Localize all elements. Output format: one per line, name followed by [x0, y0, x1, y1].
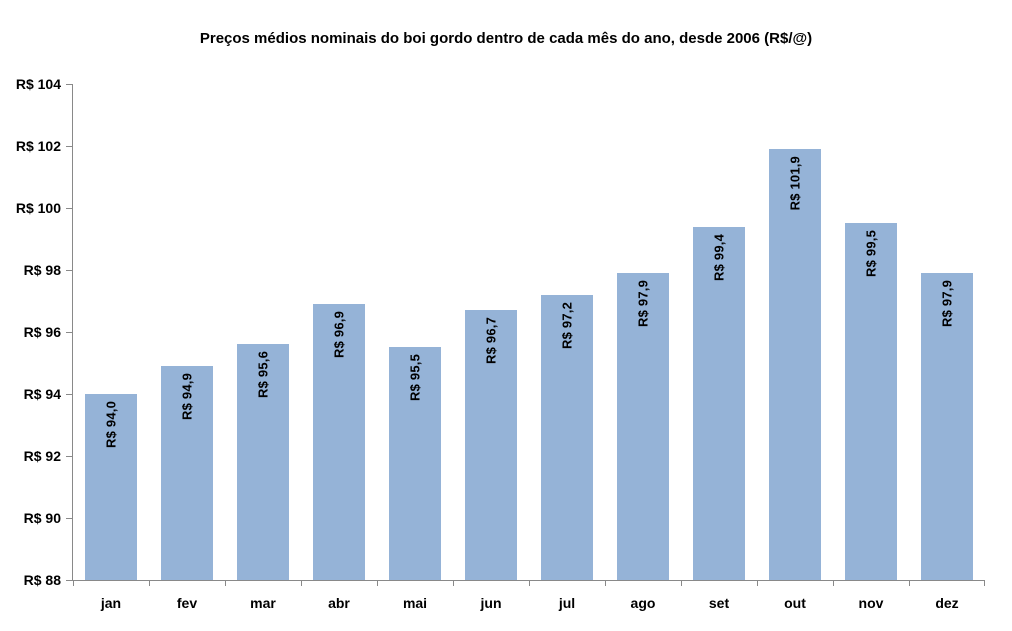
x-axis-label: dez: [935, 595, 959, 611]
x-axis-label: set: [708, 595, 730, 611]
y-axis-tick: [66, 518, 72, 519]
bar: R$ 96,7: [465, 310, 517, 580]
x-axis-label: abr: [328, 595, 350, 611]
y-axis-tick: [66, 394, 72, 395]
chart-title: Preços médios nominais do boi gordo dent…: [199, 30, 813, 47]
bar-value-label: R$ 95,6: [255, 351, 271, 398]
bar: R$ 94,9: [161, 366, 213, 580]
bar: R$ 97,9: [617, 273, 669, 580]
bar-value-label: R$ 97,9: [635, 280, 651, 327]
x-axis-tick: [225, 581, 226, 586]
x-axis-label: mai: [402, 595, 428, 611]
x-axis-tick: [681, 581, 682, 586]
plot-area: R$ 88 R$ 90 R$ 92 R$ 94 R$ 96 R$ 98 R$ 100 R$ 1…: [16, 76, 985, 611]
y-axis-tick: [66, 146, 72, 147]
x-axis-tick: [529, 581, 530, 586]
x-axis-label: nov: [858, 595, 884, 611]
x-axis-tick: [149, 581, 150, 586]
bar-value-label: R$ 94,9: [179, 373, 195, 420]
x-axis-label: ago: [630, 595, 656, 611]
bar: R$ 94,0: [85, 394, 137, 580]
bar: R$ 99,5: [845, 223, 897, 580]
x-axis-tick: [605, 581, 606, 586]
x-axis-label: mar: [250, 595, 276, 611]
bar: R$ 99,4: [693, 227, 745, 580]
bar-value-label: R$ 96,9: [331, 311, 347, 358]
y-axis-tick-label: R$ 94: [23, 386, 61, 402]
x-axis-tick: [984, 581, 985, 586]
x-axis-tick: [833, 581, 834, 586]
x-axis-tick: [377, 581, 378, 586]
bar-value-label: R$ 96,7: [483, 317, 499, 364]
x-axis-tick: [301, 581, 302, 586]
y-axis-tick-label: R$ 102: [15, 138, 61, 154]
y-axis-tick-label: R$ 100: [15, 200, 61, 216]
bar: R$ 95,5: [389, 347, 441, 580]
x-axis-label: out: [784, 595, 806, 611]
bar: R$ 101,9: [769, 149, 821, 580]
y-axis-tick: [66, 208, 72, 209]
y-axis-tick-label: R$ 98: [23, 262, 61, 278]
bar-value-label: R$ 94,0: [103, 401, 119, 448]
y-axis-tick-label: R$ 92: [23, 448, 61, 464]
x-axis-tick: [909, 581, 910, 586]
y-axis-tick: [66, 270, 72, 271]
bar-value-label: R$ 99,5: [863, 230, 879, 277]
bar-value-label: R$ 95,5: [407, 354, 423, 401]
bar-value-label: R$ 97,2: [559, 302, 575, 349]
x-axis-label: jun: [480, 595, 502, 611]
x-axis-tick: [73, 581, 74, 586]
y-axis-tick: [66, 332, 72, 333]
x-axis-label: fev: [176, 595, 198, 611]
bar-value-label: R$ 97,9: [939, 280, 955, 327]
bar: R$ 97,2: [541, 295, 593, 580]
y-axis-tick: [66, 456, 72, 457]
x-axis-label: jan: [100, 595, 122, 611]
x-axis-tick: [757, 581, 758, 586]
x-axis-label: jul: [558, 595, 576, 611]
y-axis-tick-label: R$ 88: [23, 572, 61, 588]
y-axis-tick: [66, 84, 72, 85]
bar-value-label: R$ 99,4: [711, 234, 727, 281]
y-axis-tick: [66, 580, 72, 581]
y-axis-tick-label: R$ 96: [23, 324, 61, 340]
bar: R$ 96,9: [313, 304, 365, 580]
bar-value-label: R$ 101,9: [787, 156, 803, 211]
bar: R$ 95,6: [237, 344, 289, 580]
y-axis-tick-label: R$ 104: [15, 76, 61, 92]
y-axis-tick-label: R$ 90: [23, 510, 61, 526]
x-axis-tick: [453, 581, 454, 586]
bar: R$ 97,9: [921, 273, 973, 580]
